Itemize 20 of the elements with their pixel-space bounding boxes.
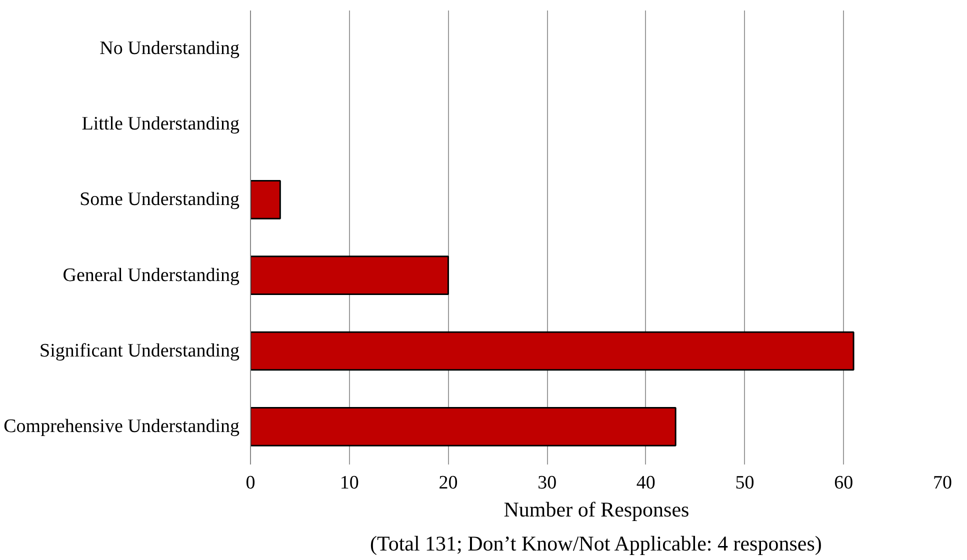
x-tick-label: 50	[735, 472, 754, 494]
y-tick-label: Comprehensive Understanding	[4, 416, 240, 438]
y-tick-label: No Understanding	[100, 38, 240, 59]
text: (Total 131; Don’t Know/Not Applicable: 4 responses)	[370, 532, 822, 556]
x-tick-label: 60	[834, 472, 854, 494]
bar	[250, 180, 281, 220]
x-axis-title: Number of Responses	[504, 498, 690, 522]
x-tick-label: 70	[933, 472, 952, 494]
x-tick-label: 10	[340, 472, 359, 494]
y-tick-label: Significant Understanding	[40, 340, 240, 362]
x-tick-label: 20	[438, 472, 458, 494]
bar	[250, 407, 676, 446]
x-tick-label: 0	[246, 472, 256, 494]
x-tick-label: 30	[538, 472, 557, 494]
y-tick-label: Little Understanding	[82, 114, 240, 134]
y-tick-label: Some Understanding	[80, 189, 240, 210]
bar	[250, 331, 854, 371]
x-tick-label: 40	[636, 472, 656, 494]
y-tick-label: General Understanding	[62, 264, 240, 286]
bar	[250, 256, 449, 295]
